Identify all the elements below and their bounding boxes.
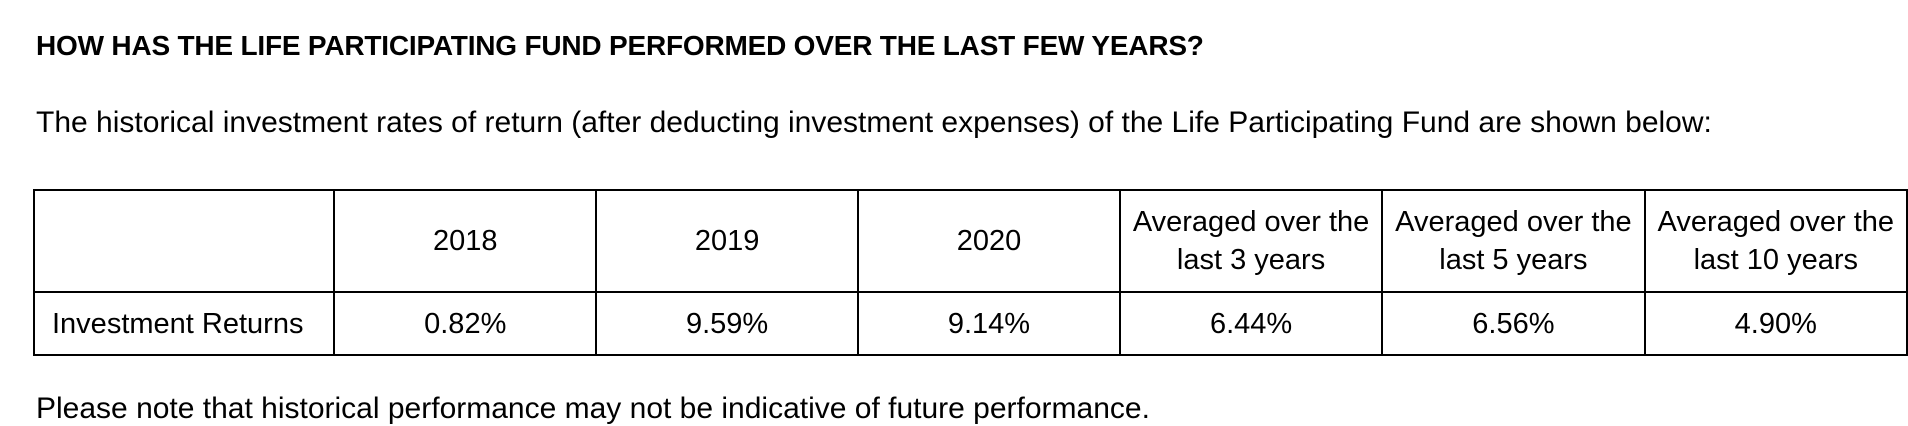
section-heading: HOW HAS THE LIFE PARTICIPATING FUND PERF… <box>36 30 1204 61</box>
header-avg-3-years: Averaged over the last 3 years <box>1118 189 1384 293</box>
table-header-row: 2018 2019 2020 Averaged over the last 3 y… <box>32 189 1908 293</box>
value-avg-3-years: 6.44% <box>1118 291 1384 356</box>
value-avg-5-years: 6.56% <box>1381 291 1646 356</box>
header-avg-5-years: Averaged over the last 5 years <box>1381 189 1646 293</box>
corner-cell <box>32 189 336 293</box>
investment-returns-table: 2018 2019 2020 Averaged over the last 3 y… <box>32 189 1908 356</box>
header-2020: 2020 <box>857 189 1121 293</box>
row-label: Investment Returns <box>32 291 336 356</box>
value-avg-10-years: 4.90% <box>1643 291 1908 356</box>
value-2019: 9.59% <box>595 291 860 356</box>
value-2020: 9.14% <box>857 291 1121 356</box>
header-2018: 2018 <box>333 189 598 293</box>
header-2019: 2019 <box>595 189 860 293</box>
intro-paragraph: The historical investment rates of retur… <box>36 106 1712 139</box>
table-row: Investment Returns 0.82% 9.59% 9.14% 6.4… <box>32 291 1908 356</box>
value-2018: 0.82% <box>333 291 598 356</box>
header-avg-10-years: Averaged over the last 10 years <box>1643 189 1908 293</box>
cut-off-paragraph: Please note that historical performance … <box>36 392 1150 425</box>
